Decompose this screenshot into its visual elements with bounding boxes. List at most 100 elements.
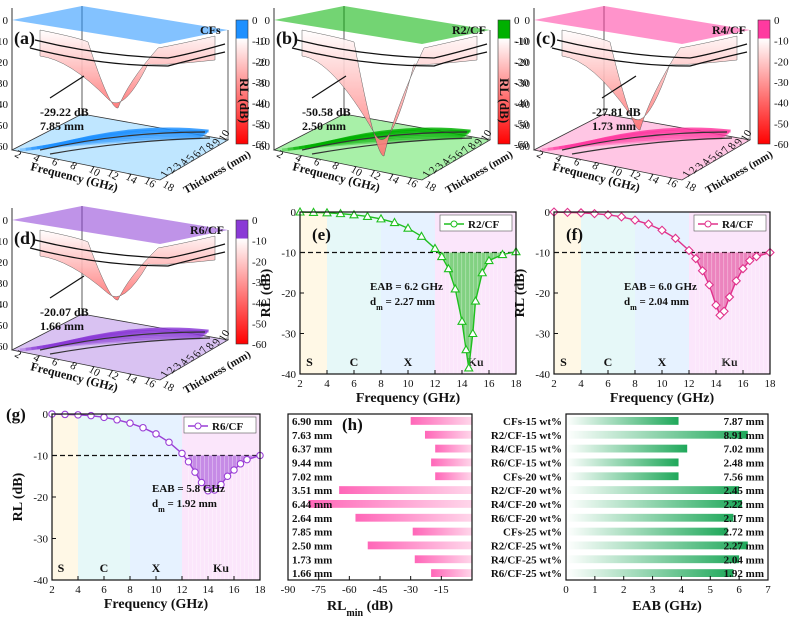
band-label: S (306, 355, 313, 369)
dm-subscript: m (376, 303, 383, 312)
x-tick-label: 16 (229, 584, 241, 596)
y-tick-label: 0 (43, 409, 49, 421)
rlmin-bar (339, 486, 472, 494)
dm-symbol: d (624, 296, 630, 308)
y-tick-label: 3 (433, 160, 446, 171)
eab-fill (441, 252, 503, 368)
legend-label: R6/CF (212, 421, 243, 433)
thickness-label: 1.73 mm (592, 119, 636, 133)
sample-label: R2/CF-15 wt% (491, 430, 562, 442)
z-tick-label: -30 (0, 278, 8, 290)
colorbar-top (236, 20, 248, 39)
data-point (430, 243, 440, 252)
data-point (197, 478, 206, 487)
colorbar-tick-label: -30 (252, 77, 267, 89)
colorbar-tick-label: -10 (252, 236, 267, 248)
colorbar-tick-label: 0 (252, 215, 258, 227)
floor-contour-line (301, 131, 468, 151)
data-point (436, 251, 447, 261)
dm-value: = 2.27 mm (383, 296, 435, 308)
thickness-label: 7.87 mm (724, 416, 764, 428)
data-point (731, 276, 742, 286)
surface-sheet (12, 206, 228, 244)
x-tick-label: 6 (605, 378, 611, 390)
data-point (704, 280, 715, 290)
colorbar-tick-label: -40 (774, 98, 789, 110)
x-tick-label: 6 (101, 584, 107, 596)
thickness-label: 2.72 mm (724, 527, 764, 539)
x-tick-label: 4 (679, 584, 685, 596)
x-tick-label: 12 (627, 167, 643, 183)
y-tick-label: -20 (33, 492, 48, 504)
floor-contour (315, 127, 471, 148)
rlmin-bar (414, 555, 472, 564)
data-point (657, 225, 667, 236)
annotation-arrow (601, 75, 637, 99)
data-point (719, 306, 729, 317)
panel-letter: (c) (536, 28, 556, 49)
thickness-label: 1.73 mm (292, 554, 332, 566)
eab-bar (566, 513, 734, 522)
y-tick-label: 1 (420, 169, 433, 180)
x-tick-label: 6 (572, 156, 583, 169)
legend-marker (704, 220, 712, 228)
data-point (389, 217, 400, 227)
x-tick-label: 4 (31, 152, 42, 165)
legend-box (693, 214, 767, 232)
data-point (724, 292, 735, 302)
z-tick-label: -40 (515, 99, 530, 111)
z-tick-label: -40 (255, 99, 270, 111)
eab-bar (566, 541, 748, 550)
floor-contour-line (39, 131, 206, 151)
x-tick-label: 18 (255, 584, 267, 596)
band-label: C (350, 355, 359, 369)
x-tick-label: 6 (351, 378, 357, 390)
x-tick-label: 2 (297, 378, 303, 390)
x-tick-label: 2 (49, 584, 55, 596)
data-point (711, 300, 721, 310)
data-point (184, 457, 193, 466)
x-tick-label: 12 (105, 367, 121, 383)
dm-annotation: dm = 2.04 mm (624, 296, 689, 312)
x-tick-label: 8 (127, 584, 133, 596)
x-tick-label: 18 (161, 379, 177, 395)
y-tick-label: 6 (713, 148, 726, 159)
thickness-label: 9.44 mm (292, 457, 332, 469)
x-tick-label: 18 (683, 179, 699, 195)
data-point (744, 255, 755, 266)
sample-name: R2/CF (452, 23, 486, 37)
band-region (52, 414, 78, 580)
thickness-label: 2.64 mm (292, 513, 332, 525)
z-tick-label: 0 (3, 215, 9, 227)
sample-name: R6/CF (190, 223, 224, 237)
annotation-arrow (311, 75, 347, 99)
y-tick-label: -10 (535, 248, 550, 260)
data-point (684, 245, 694, 256)
z-tick-label: -20 (515, 57, 530, 69)
x-tick-label: 8 (68, 160, 79, 173)
floor-contour-line (311, 137, 473, 155)
data-point (74, 411, 82, 419)
x-tick-label: 12 (367, 167, 383, 183)
y-tick-label: 8 (204, 140, 217, 151)
data-point (362, 211, 373, 221)
y-tick-label: -10 (33, 451, 48, 463)
data-point (416, 231, 427, 240)
dm-symbol: d (370, 296, 376, 308)
x-axis-title-main: RL (327, 599, 346, 614)
y-tick-label: 3 (693, 160, 706, 171)
x-tick-label: 4 (293, 152, 304, 165)
thickness-label: 1.92 mm (724, 568, 764, 580)
panel-letter: (e) (312, 225, 331, 244)
x-tick-label: 4 (578, 378, 584, 390)
colorbar-tick-label: -10 (252, 36, 267, 48)
colorbar (498, 38, 510, 144)
data-point (217, 480, 225, 489)
band-region (327, 212, 381, 374)
data-point (126, 419, 134, 427)
y-tick-label: 3 (171, 360, 184, 371)
z-tick-label: -50 (0, 120, 8, 132)
colorbar-top (236, 220, 248, 239)
eab-annotation: EAB = 6.0 GHz (624, 281, 697, 293)
